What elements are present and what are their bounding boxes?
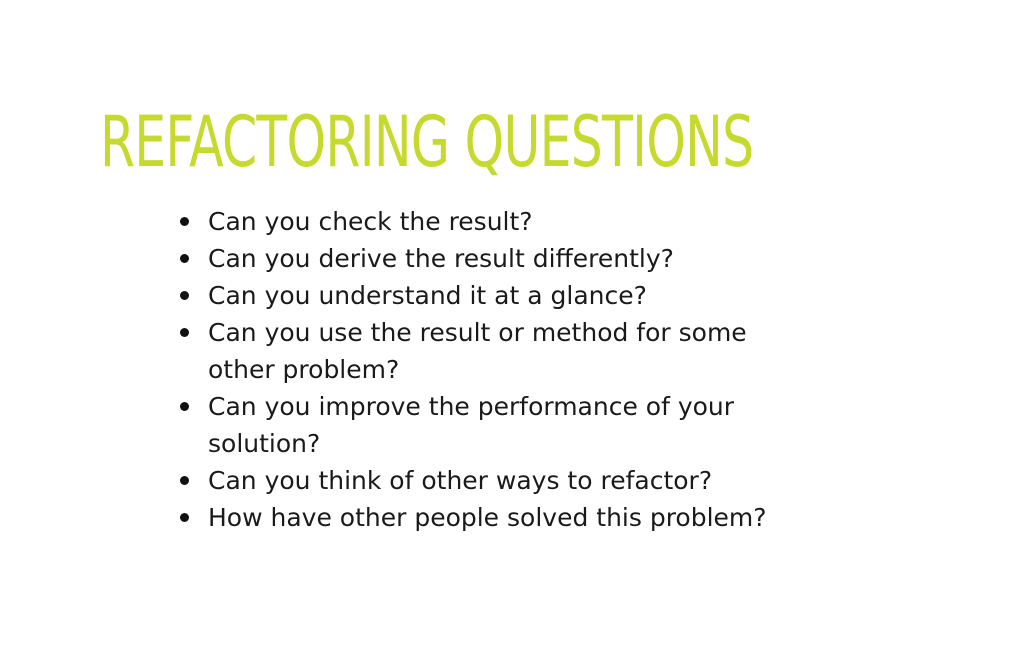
slide-title: REFACTORING QUESTIONS <box>100 101 754 183</box>
bullet-item: Can you use the result or method for som… <box>180 314 808 388</box>
bullet-dot-icon <box>180 513 189 522</box>
bullet-text: Can you use the result or method for som… <box>208 318 747 384</box>
bullet-dot-icon <box>180 254 189 263</box>
bullet-list: Can you check the result? Can you derive… <box>180 203 808 536</box>
bullet-text: Can you check the result? <box>208 207 533 236</box>
bullet-text: Can you think of other ways to refactor? <box>208 466 713 495</box>
bullet-dot-icon <box>180 328 189 337</box>
bullet-dot-icon <box>180 402 189 411</box>
bullet-item: Can you check the result? <box>180 203 808 240</box>
bullet-item: Can you improve the performance of your … <box>180 388 808 462</box>
bullet-text: Can you derive the result differently? <box>208 244 674 273</box>
bullet-dot-icon <box>180 476 189 485</box>
bullet-item: How have other people solved this proble… <box>180 499 808 536</box>
bullet-text: Can you understand it at a glance? <box>208 281 647 310</box>
bullet-dot-icon <box>180 217 189 226</box>
bullet-text: How have other people solved this proble… <box>208 503 767 532</box>
bullet-dot-icon <box>180 291 189 300</box>
bullet-text: Can you improve the performance of your … <box>208 392 735 458</box>
bullet-item: Can you derive the result differently? <box>180 240 808 277</box>
bullet-item: Can you think of other ways to refactor? <box>180 462 808 499</box>
bullet-item: Can you understand it at a glance? <box>180 277 808 314</box>
